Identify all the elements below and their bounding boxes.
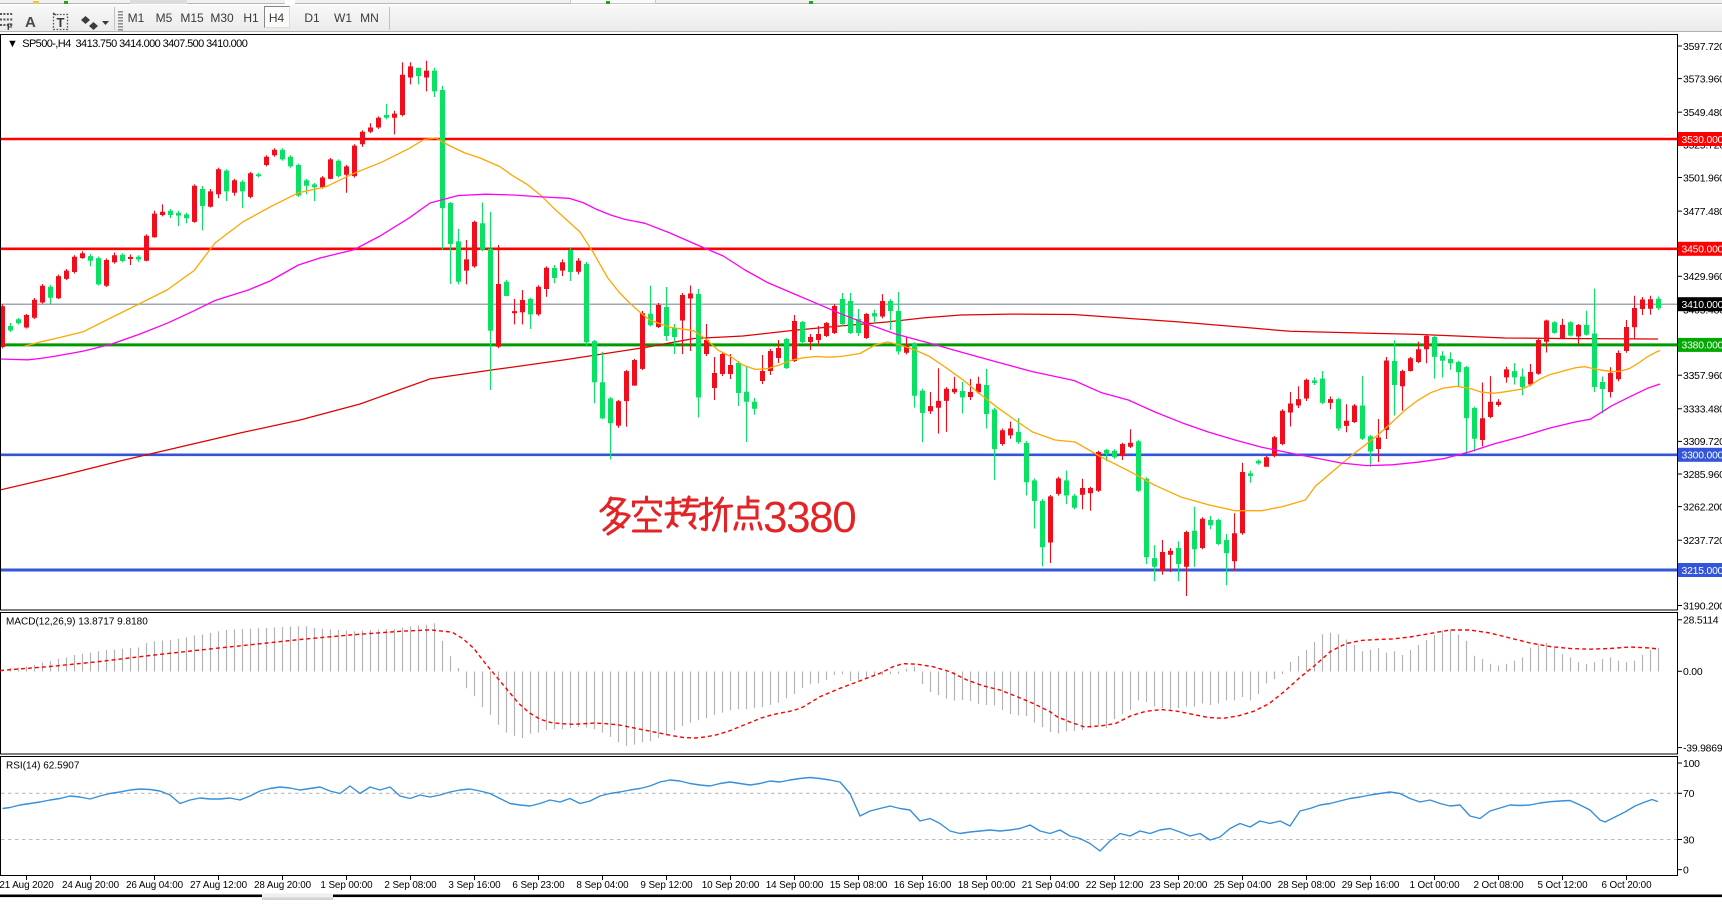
svg-text:10 Sep 20:00: 10 Sep 20:00 xyxy=(702,880,760,891)
svg-text:3530.000: 3530.000 xyxy=(1682,135,1722,146)
svg-text:29 Sep 16:00: 29 Sep 16:00 xyxy=(1342,880,1400,891)
svg-text:21 Sep 04:00: 21 Sep 04:00 xyxy=(1022,880,1080,891)
svg-text:3 Sep 16:00: 3 Sep 16:00 xyxy=(448,880,501,891)
svg-text:70: 70 xyxy=(1683,789,1695,800)
svg-text:6 Sep 23:00: 6 Sep 23:00 xyxy=(512,880,565,891)
svg-text:3357.960: 3357.960 xyxy=(1683,371,1722,382)
svg-text:2 Oct 08:00: 2 Oct 08:00 xyxy=(1474,880,1525,891)
svg-text:1 Oct 00:00: 1 Oct 00:00 xyxy=(1410,880,1461,891)
svg-text:3450.000: 3450.000 xyxy=(1682,245,1722,256)
svg-text:6 Oct 20:00: 6 Oct 20:00 xyxy=(1602,880,1653,891)
svg-text:23 Sep 20:00: 23 Sep 20:00 xyxy=(1150,880,1208,891)
svg-text:5 Oct 12:00: 5 Oct 12:00 xyxy=(1538,880,1589,891)
svg-text:21 Aug 2020: 21 Aug 2020 xyxy=(0,880,54,891)
svg-text:3333.480: 3333.480 xyxy=(1683,405,1722,416)
svg-text:3285.960: 3285.960 xyxy=(1683,470,1722,481)
svg-text:0: 0 xyxy=(1683,865,1689,876)
svg-text:15 Sep 08:00: 15 Sep 08:00 xyxy=(830,880,888,891)
svg-text:3501.960: 3501.960 xyxy=(1683,173,1722,184)
svg-text:T: T xyxy=(57,15,65,30)
svg-text:14 Sep 00:00: 14 Sep 00:00 xyxy=(766,880,824,891)
svg-text:3549.480: 3549.480 xyxy=(1683,108,1722,119)
svg-text:3190.200: 3190.200 xyxy=(1683,601,1722,612)
svg-text:28 Sep 08:00: 28 Sep 08:00 xyxy=(1278,880,1336,891)
svg-text:1 Sep 00:00: 1 Sep 00:00 xyxy=(320,880,373,891)
svg-text:3429.960: 3429.960 xyxy=(1683,272,1722,283)
svg-text:3410.000: 3410.000 xyxy=(1682,300,1722,311)
svg-text:MACD(12,26,9) 13.8717 9.8180: MACD(12,26,9) 13.8717 9.8180 xyxy=(6,617,148,628)
svg-text:2 Sep 08:00: 2 Sep 08:00 xyxy=(384,880,437,891)
svg-text:3309.720: 3309.720 xyxy=(1683,437,1722,448)
svg-text:22 Sep 12:00: 22 Sep 12:00 xyxy=(1086,880,1144,891)
svg-text:3262.200: 3262.200 xyxy=(1683,502,1722,513)
svg-text:-39.9869: -39.9869 xyxy=(1683,743,1722,754)
svg-text:3380.000: 3380.000 xyxy=(1682,341,1722,352)
svg-text:28.5114: 28.5114 xyxy=(1683,616,1719,627)
svg-text:3597.720: 3597.720 xyxy=(1683,42,1722,53)
svg-text:16 Sep 16:00: 16 Sep 16:00 xyxy=(894,880,952,891)
svg-text:3380: 3380 xyxy=(763,493,855,542)
svg-text:18 Sep 00:00: 18 Sep 00:00 xyxy=(958,880,1016,891)
svg-text:26 Aug 04:00: 26 Aug 04:00 xyxy=(126,880,184,891)
svg-text:9 Sep 12:00: 9 Sep 12:00 xyxy=(640,880,693,891)
svg-text:F: F xyxy=(7,22,13,32)
svg-text:RSI(14) 62.5907: RSI(14) 62.5907 xyxy=(6,761,80,772)
svg-text:3477.480: 3477.480 xyxy=(1683,207,1722,218)
svg-text:8 Sep 04:00: 8 Sep 04:00 xyxy=(576,880,629,891)
svg-text:0.00: 0.00 xyxy=(1683,667,1703,678)
svg-text:3237.720: 3237.720 xyxy=(1683,536,1722,547)
svg-text:3573.960: 3573.960 xyxy=(1683,74,1722,85)
svg-text:28 Aug 20:00: 28 Aug 20:00 xyxy=(254,880,312,891)
svg-text:24 Aug 20:00: 24 Aug 20:00 xyxy=(62,880,120,891)
svg-text:100: 100 xyxy=(1683,759,1700,770)
svg-text:30: 30 xyxy=(1683,835,1695,846)
svg-text:27 Aug 12:00: 27 Aug 12:00 xyxy=(190,880,248,891)
svg-text:3300.000: 3300.000 xyxy=(1682,451,1722,462)
svg-text:3215.000: 3215.000 xyxy=(1682,566,1722,577)
svg-text:A: A xyxy=(25,14,36,31)
svg-text:25 Sep 04:00: 25 Sep 04:00 xyxy=(1214,880,1272,891)
